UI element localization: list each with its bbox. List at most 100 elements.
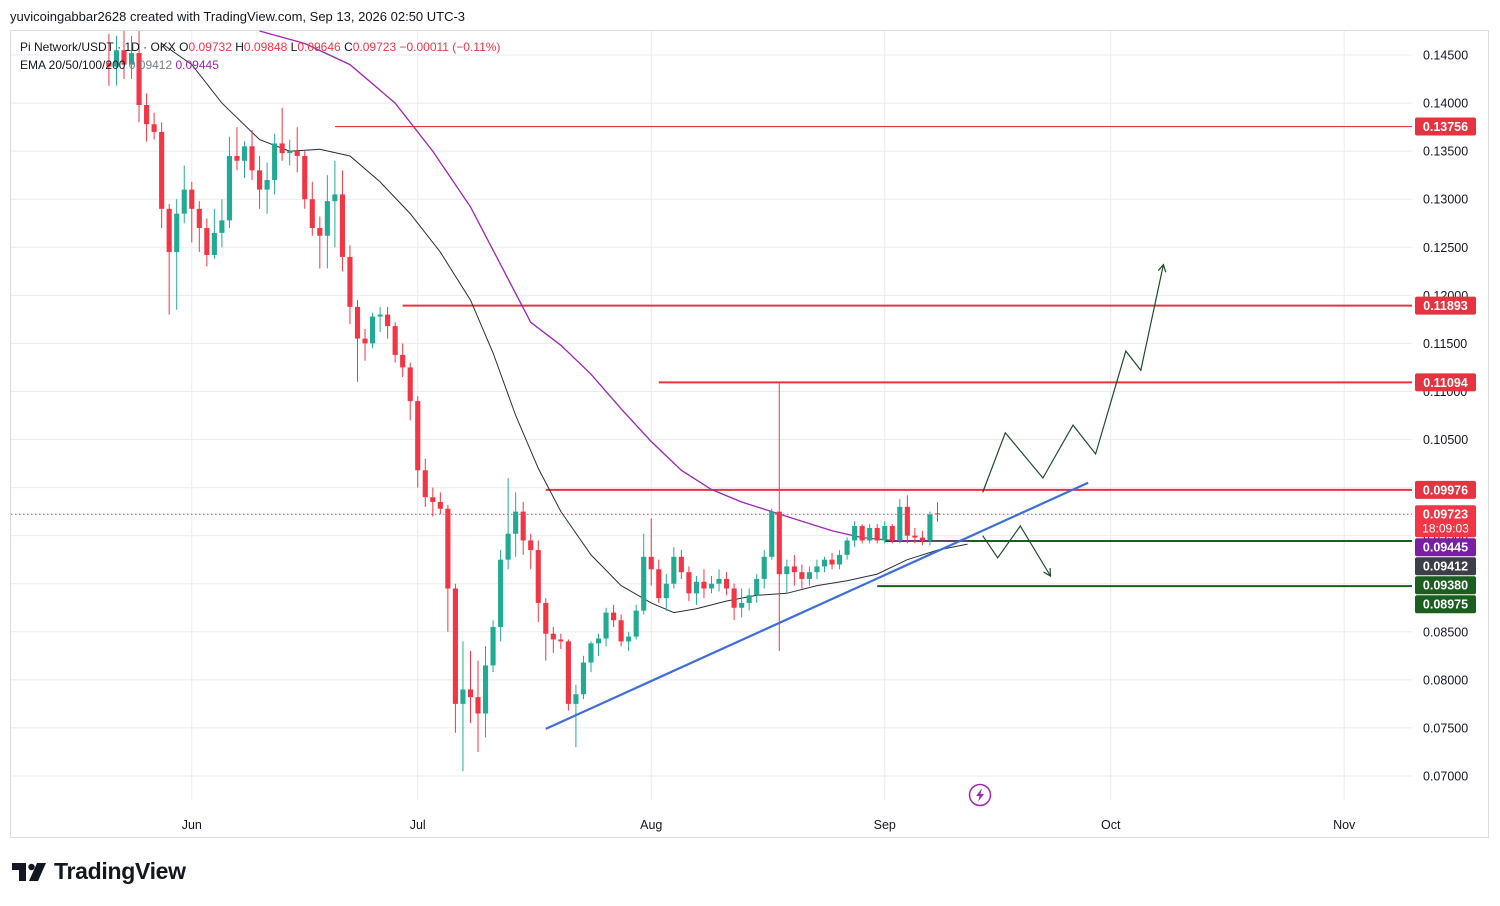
candle-body bbox=[151, 124, 157, 132]
candle-body bbox=[505, 533, 511, 560]
candle-body bbox=[272, 143, 278, 180]
candle-body bbox=[678, 556, 684, 573]
level-price-label: 0.09976 bbox=[1423, 483, 1468, 497]
candle-body bbox=[241, 146, 248, 161]
level-price-label: 0.11893 bbox=[1423, 299, 1468, 313]
candle-body bbox=[528, 540, 534, 551]
bearish-projection-path bbox=[982, 524, 1052, 577]
candle-body bbox=[189, 189, 195, 209]
candle-body bbox=[919, 537, 925, 541]
price-tick-label: 0.13000 bbox=[1423, 193, 1468, 207]
ema-label: EMA 20/50/100/200 bbox=[20, 58, 126, 72]
candle-body bbox=[136, 53, 142, 106]
drawings bbox=[545, 263, 1167, 730]
symbol-legend[interactable]: Pi Network/USDT · 1D · OKX O0.09732 H0.0… bbox=[20, 40, 500, 54]
candle-body bbox=[490, 626, 496, 666]
candle-body bbox=[618, 620, 624, 642]
tradingview-logo[interactable]: TradingView bbox=[12, 858, 186, 885]
level-price-label: 0.11094 bbox=[1423, 376, 1468, 390]
tradingview-logo-text: TradingView bbox=[54, 858, 186, 884]
candle-body bbox=[430, 497, 436, 503]
ema-legend[interactable]: EMA 20/50/100/200 0.09412 0.09445 bbox=[20, 58, 219, 72]
candle-body bbox=[633, 610, 639, 637]
candle-body bbox=[362, 338, 368, 344]
candle-body bbox=[415, 401, 421, 471]
ema-fast-line bbox=[161, 43, 968, 614]
lightning-icon[interactable] bbox=[968, 783, 992, 807]
candle-body bbox=[166, 208, 172, 253]
candle-body bbox=[309, 199, 315, 229]
candle-body bbox=[543, 602, 549, 634]
candle-body bbox=[641, 556, 647, 611]
candle-body bbox=[874, 527, 880, 541]
price-axis[interactable]: 0.145000.140000.135000.130000.125000.120… bbox=[1423, 49, 1468, 784]
candle-body bbox=[626, 636, 632, 642]
candle-body bbox=[859, 526, 865, 541]
candle-body bbox=[648, 556, 654, 570]
candle-body bbox=[671, 556, 677, 584]
candle-body bbox=[799, 572, 805, 579]
ema-fast-value: 0.09412 bbox=[128, 58, 173, 72]
candle-body bbox=[686, 572, 692, 594]
candle-body bbox=[385, 314, 391, 327]
price-tick-label: 0.13500 bbox=[1423, 145, 1468, 159]
time-axis[interactable]: Jun Jul Aug Sep Oct Nov bbox=[182, 818, 1356, 832]
candle-body bbox=[603, 612, 609, 639]
candle-body bbox=[279, 143, 285, 154]
candle-body bbox=[836, 554, 843, 565]
candle-body bbox=[257, 170, 263, 190]
level-price-label: 0.13756 bbox=[1423, 120, 1468, 134]
candle-body bbox=[701, 581, 707, 589]
candle-body bbox=[121, 50, 127, 65]
candle-body bbox=[784, 566, 790, 575]
open-value: 0.09732 bbox=[188, 40, 232, 54]
candle-body bbox=[580, 662, 587, 695]
price-tick-label: 0.08500 bbox=[1423, 625, 1468, 639]
price-tick-label: 0.11500 bbox=[1423, 337, 1467, 351]
candle-body bbox=[769, 511, 775, 557]
candle-body bbox=[754, 578, 760, 596]
ema_slow-price-label-box bbox=[1415, 538, 1476, 557]
level-price-label-box bbox=[1415, 117, 1476, 136]
candle-body bbox=[693, 581, 699, 594]
candle-body bbox=[445, 508, 451, 589]
candle-body bbox=[663, 583, 669, 599]
price-tick-label: 0.12500 bbox=[1423, 241, 1468, 255]
candle-body bbox=[844, 540, 850, 555]
candle-body bbox=[317, 228, 323, 236]
symbol-name: Pi Network/USDT · 1D · OKX bbox=[20, 40, 176, 54]
candle-body bbox=[731, 588, 737, 608]
candle-body bbox=[302, 155, 308, 200]
candle-body bbox=[264, 179, 270, 190]
candle-body bbox=[814, 566, 820, 573]
candle-body bbox=[196, 208, 202, 229]
candle-body bbox=[708, 583, 715, 589]
price-tick-label: 0.14500 bbox=[1423, 49, 1468, 63]
price-axis-labels: 0.13756 0.11893 0.11094 0.09976 0.0972318:09… bbox=[1415, 117, 1476, 614]
candle-body bbox=[912, 535, 918, 538]
open-label: O bbox=[179, 40, 189, 54]
candle-body bbox=[347, 256, 353, 307]
candle-body bbox=[467, 689, 474, 698]
candle-body bbox=[588, 643, 594, 663]
candle-body bbox=[452, 588, 458, 704]
time-tick-label: Aug bbox=[640, 818, 662, 832]
candle-body bbox=[181, 189, 187, 214]
time-tick-label: Jul bbox=[410, 818, 426, 832]
level-price-label-box bbox=[1415, 296, 1476, 315]
candle-body bbox=[558, 639, 564, 642]
level-price-label-box bbox=[1415, 373, 1476, 392]
tradingview-logo-icon bbox=[12, 862, 46, 881]
countdown-label: 18:09:03 bbox=[1422, 522, 1469, 536]
candle-body bbox=[934, 513, 941, 515]
candle-body bbox=[475, 697, 481, 714]
candlesticks bbox=[106, 31, 941, 772]
candle-body bbox=[332, 194, 338, 202]
time-tick-label: Sep bbox=[874, 818, 896, 832]
candle-body bbox=[249, 146, 255, 171]
candle-body bbox=[852, 526, 858, 541]
candle-body bbox=[407, 367, 413, 402]
candle-body bbox=[829, 559, 835, 565]
support_label2-price-label-box bbox=[1415, 595, 1476, 614]
